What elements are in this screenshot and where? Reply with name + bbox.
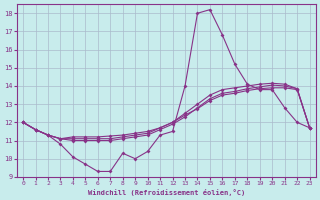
X-axis label: Windchill (Refroidissement éolien,°C): Windchill (Refroidissement éolien,°C): [88, 189, 245, 196]
